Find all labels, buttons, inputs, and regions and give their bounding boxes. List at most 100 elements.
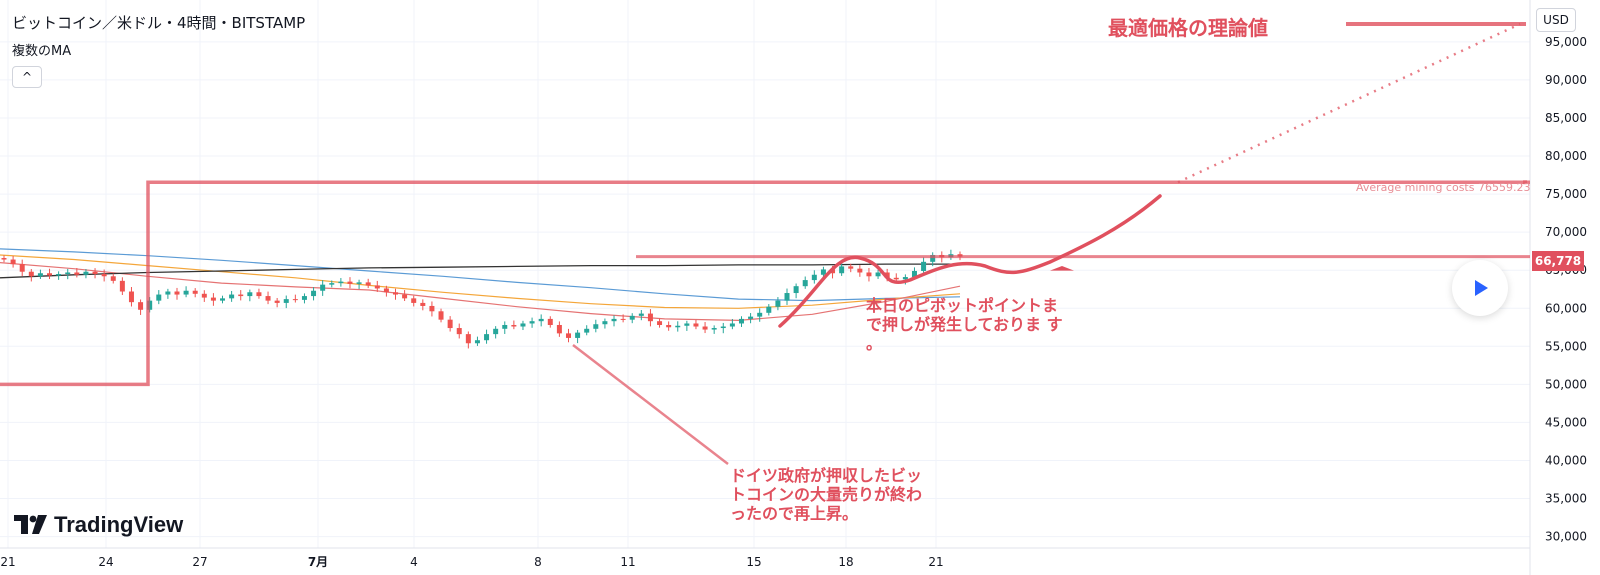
candle-body	[930, 254, 936, 262]
candle-body	[201, 293, 207, 298]
candle-body	[839, 266, 845, 274]
y-tick-label: 95,000	[1545, 35, 1587, 49]
candle-body	[675, 325, 681, 328]
currency-selector[interactable]: USD	[1536, 8, 1576, 32]
candle-body	[720, 326, 726, 329]
x-tick-label: 15	[746, 555, 761, 569]
candle-body	[329, 283, 335, 285]
x-tick-label: 7月	[308, 555, 328, 569]
mining-cost-label: Average mining costs 76559.23	[1356, 181, 1531, 194]
candle-body	[411, 298, 417, 303]
candle-body	[820, 269, 826, 275]
candle-body	[374, 285, 380, 289]
candle-body	[757, 312, 763, 317]
y-tick-label: 85,000	[1545, 111, 1587, 125]
candle-body	[56, 274, 62, 276]
annotation-optimal-price: 最適価格の理論値	[1108, 16, 1268, 40]
candle-body	[365, 282, 371, 286]
moving-average-line	[0, 262, 961, 322]
candle-body	[793, 286, 799, 294]
candle-body	[848, 266, 854, 269]
tradingview-logo[interactable]: TradingView	[14, 512, 183, 538]
chevron-up-icon: ^	[21, 70, 33, 84]
candle-body	[711, 328, 717, 330]
y-tick-label: 45,000	[1545, 415, 1587, 429]
candle-body	[256, 292, 262, 297]
x-tick-label: 8	[534, 555, 542, 569]
indicator-label[interactable]: 複数のMA	[12, 44, 72, 59]
candle-body	[556, 324, 562, 334]
candle-body	[511, 324, 517, 327]
candle-body	[602, 321, 608, 325]
candle-body	[611, 318, 617, 322]
candle-body	[383, 288, 389, 293]
y-tick-label: 70,000	[1545, 225, 1587, 239]
candle-body	[92, 271, 98, 274]
candle-body	[247, 292, 253, 297]
candle-body	[729, 323, 735, 327]
candle-body	[538, 318, 544, 322]
candle-body	[429, 305, 435, 312]
y-tick-label: 55,000	[1545, 339, 1587, 353]
candle-body	[657, 321, 663, 325]
candle-body	[28, 271, 34, 277]
candle-body	[1, 258, 7, 260]
candle-body	[138, 302, 144, 310]
candle-body	[775, 300, 781, 307]
collapse-indicators-button[interactable]: ^	[12, 66, 42, 88]
candle-body	[893, 277, 899, 280]
candle-body	[520, 323, 526, 327]
y-tick-label: 90,000	[1545, 73, 1587, 87]
candle-body	[447, 319, 453, 329]
current-price-tag: 66,778	[1532, 251, 1584, 271]
candle-body	[238, 294, 244, 297]
x-tick-label: 21	[0, 555, 15, 569]
candle-body	[857, 268, 863, 273]
candle-body	[338, 281, 344, 284]
x-tick-label: 27	[192, 555, 207, 569]
candle-body	[174, 291, 180, 295]
candle-body	[311, 290, 317, 297]
moving-average-line	[0, 263, 960, 279]
candle-body	[74, 272, 80, 275]
candle-body	[911, 270, 917, 278]
candle-body	[902, 277, 908, 280]
candle-body	[210, 297, 216, 301]
candle-body	[784, 293, 790, 301]
candle-body	[693, 323, 699, 327]
annotation-pivot-note: 本日のピボットポイントま で押しが発生しておりま す 。	[866, 296, 1063, 353]
symbol-title: ビットコイン／米ドル・4時間・BITSTAMP	[12, 14, 306, 32]
projection-dotted-line	[1177, 22, 1521, 184]
candle-body	[192, 290, 198, 294]
candle-body	[465, 334, 471, 344]
candle-body	[47, 273, 53, 276]
logo-text: TradingView	[54, 512, 184, 537]
candle-body	[474, 340, 480, 344]
candle-body	[529, 321, 535, 324]
candle-body	[119, 280, 125, 292]
candle-body	[356, 282, 362, 284]
germany-note-line-1: ドイツ政府が押収したビッ	[730, 466, 923, 485]
candle-body	[620, 318, 626, 320]
candle-body	[265, 296, 271, 301]
candle-body	[83, 271, 89, 275]
candle-body	[584, 328, 590, 333]
candle-body	[593, 324, 599, 329]
forecast-curve	[778, 194, 1162, 328]
annotation-germany-note: ドイツ政府が押収したビッ トコインの大量売りが終わ ったので再上昇。	[730, 466, 922, 523]
x-tick-label: 21	[928, 555, 943, 569]
candle-body	[493, 328, 499, 335]
candle-body	[10, 259, 16, 265]
candle-body	[502, 324, 508, 329]
candle-body	[629, 315, 635, 320]
mining-cost-marker	[1523, 180, 1527, 185]
candle-body	[456, 328, 462, 335]
candle-body	[575, 332, 581, 338]
candle-body	[647, 313, 653, 322]
replay-play-button[interactable]	[1452, 260, 1508, 316]
candle-body	[921, 261, 927, 271]
x-tick-label: 24	[98, 555, 113, 569]
candle-body	[802, 280, 808, 287]
candle-body	[484, 334, 490, 341]
